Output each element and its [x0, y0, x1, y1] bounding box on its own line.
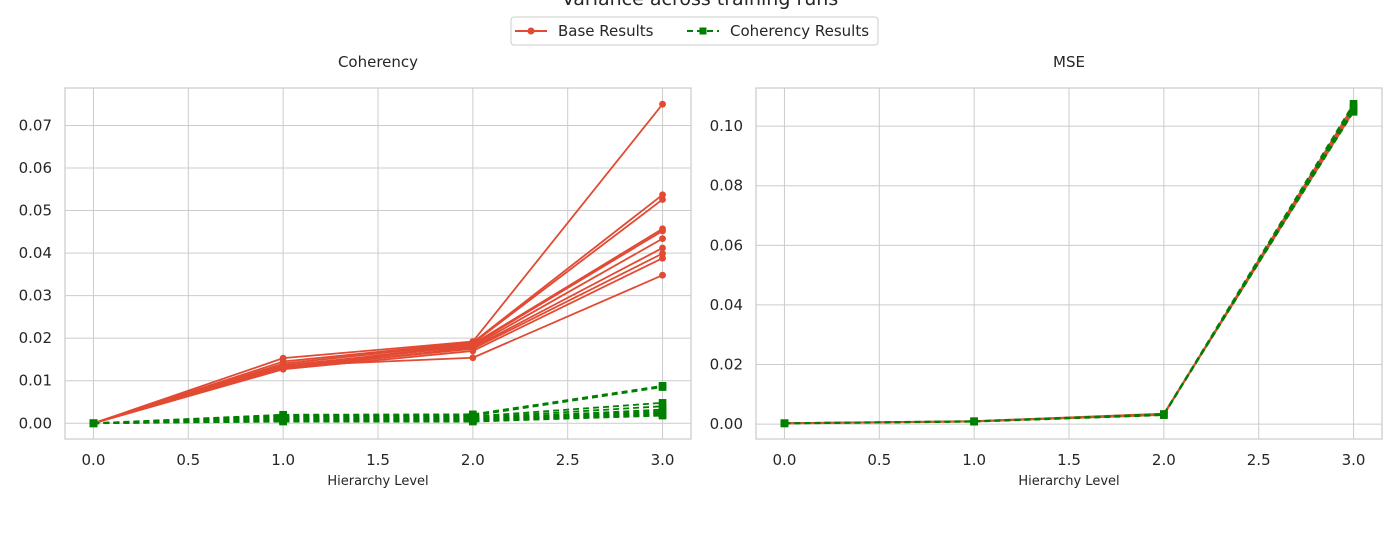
figure-title: Variance across training runs	[562, 0, 839, 10]
plot-frame	[755, 87, 1383, 440]
y-tick-label: 0.06	[19, 159, 52, 177]
y-tick-label: 0.02	[19, 329, 52, 347]
legend: Base Results Coherency Results	[510, 16, 879, 46]
x-tick-label: 0.5	[867, 451, 891, 469]
data-point-coherency	[1349, 108, 1358, 116]
data-point-base	[659, 227, 666, 235]
x-tick-label: 2.0	[1152, 451, 1176, 469]
y-tick-label: 0.07	[19, 116, 52, 134]
data-point-base	[659, 235, 666, 243]
data-point-base	[659, 100, 666, 108]
data-point-base	[659, 196, 666, 203]
legend-label-coherency: Coherency Results	[730, 22, 869, 40]
data-point-coherency	[658, 411, 667, 420]
x-tick-label: 1.0	[962, 451, 986, 469]
series-line-coherency	[93, 414, 663, 425]
x-tick-label: 0.0	[773, 451, 797, 469]
data-point-base	[659, 254, 666, 262]
y-tick-label: 0.02	[710, 356, 743, 374]
y-tick-label: 0.01	[19, 372, 52, 390]
y-tick-label: 0.00	[710, 415, 743, 433]
series-line-base	[93, 257, 663, 425]
x-tick-label: 2.5	[556, 451, 580, 469]
series-line-base	[93, 194, 664, 425]
x-tick-label: 3.0	[651, 451, 675, 469]
data-point-base	[659, 250, 666, 257]
coherency-chart: 0.0 0.5 1.0 1.5 2.0 2.5 3.0 0.00 0.01 0.02 0.03 0.0…	[19, 53, 692, 489]
y-tick-label: 0.03	[19, 287, 52, 305]
data-point-base	[659, 271, 666, 279]
data-point-coherency	[780, 419, 789, 428]
y-tick-label: 0.00	[19, 414, 52, 432]
panel-title: Coherency	[338, 53, 418, 71]
plot-frame	[64, 87, 692, 440]
x-tick-label: 3.0	[1342, 451, 1366, 469]
panel-title: MSE	[1053, 53, 1085, 71]
x-tick-label: 1.5	[366, 451, 390, 469]
data-point-coherency	[279, 417, 287, 426]
y-tick-label: 0.08	[710, 177, 743, 195]
x-tick-label: 2.0	[461, 451, 485, 469]
data-point-base	[469, 347, 477, 355]
y-tick-label: 0.05	[19, 202, 52, 220]
data-point-coherency	[1349, 102, 1358, 111]
series-line-base	[93, 274, 663, 425]
y-tick-label: 0.10	[710, 117, 743, 135]
data-point-coherency	[970, 417, 978, 426]
data-point-coherency	[89, 419, 98, 428]
x-tick-label: 2.5	[1247, 451, 1271, 469]
legend-label-base: Base Results	[558, 22, 654, 40]
data-point-base	[659, 244, 666, 252]
x-tick-label: 1.0	[271, 451, 295, 469]
legend-marker-coherency	[699, 27, 707, 35]
legend-marker-base	[527, 27, 535, 35]
legend-frame	[510, 16, 879, 46]
data-point-coherency	[658, 383, 667, 391]
series-line-coherency	[784, 111, 1355, 425]
data-point-base	[279, 362, 287, 370]
x-tick-label: 0.0	[82, 451, 106, 469]
data-point-base	[659, 191, 666, 199]
y-tick-label: 0.04	[710, 296, 743, 314]
mse-chart: 0.0 0.5 1.0 1.5 2.0 2.5 3.0 0.00 0.02 0.04 0.06 0.0…	[710, 53, 1383, 489]
x-tick-label: 1.5	[1057, 451, 1081, 469]
series-line-base	[93, 103, 664, 425]
y-tick-label: 0.04	[19, 244, 52, 262]
x-tick-label: 0.5	[176, 451, 200, 469]
x-axis-label: Hierarchy Level	[327, 474, 428, 489]
data-point-coherency	[1160, 410, 1168, 419]
y-tick-label: 0.06	[710, 236, 743, 254]
legend-entry-coherency: Coherency Results	[687, 22, 869, 40]
x-axis-label: Hierarchy Level	[1018, 474, 1119, 489]
data-point-coherency	[469, 417, 477, 426]
legend-entry-base: Base Results	[515, 22, 654, 40]
data-point-base	[469, 354, 477, 362]
